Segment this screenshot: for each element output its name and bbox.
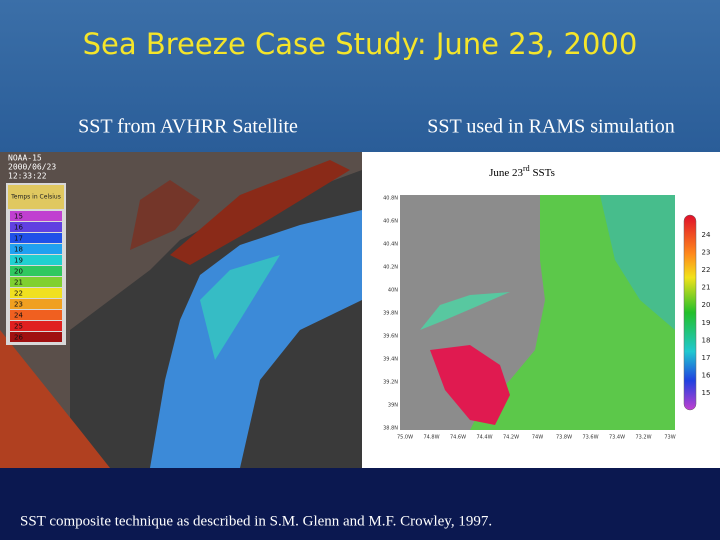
lon-label: 73.2W (635, 435, 651, 441)
slide-title: Sea Breeze Case Study: June 23, 2000 (83, 27, 638, 61)
image-label: 2000/06/23 (8, 163, 56, 172)
lon-label: 73.6W (582, 435, 598, 441)
lat-label: 40.8N (383, 196, 398, 202)
lon-label: 75.0W (397, 435, 413, 441)
legend-swatch (10, 288, 62, 298)
ocean-cool (600, 195, 675, 330)
lon-label: 74.4W (476, 435, 492, 441)
legend-value: 23 (14, 301, 23, 309)
land-red (0, 330, 110, 468)
lat-label: 38.8N (383, 426, 398, 432)
colorbar-label: 20 (702, 301, 711, 309)
image-label: NOAA-15 (8, 154, 42, 163)
lat-label: 40.4N (383, 242, 398, 248)
lat-label: 39N (388, 403, 398, 409)
legend-value: 17 (14, 235, 23, 243)
legend-swatch (10, 222, 62, 232)
legend-swatch (10, 310, 62, 320)
lat-label: 39.6N (383, 334, 398, 340)
satellite-image: 15 16 17 18 19 20 21 22 23 24 25 26 Temps in Celsiu… (0, 152, 362, 468)
legend-swatch (10, 211, 62, 221)
map-title-suffix: SSTs (530, 167, 555, 179)
legend-entries: 15 16 17 18 19 20 21 22 23 24 25 26 (10, 211, 62, 342)
legend-swatch (10, 233, 62, 243)
lon-label: 74.6W (450, 435, 466, 441)
left-caption: SST from AVHRR Satellite (78, 116, 298, 138)
footer-band (0, 468, 720, 540)
land-patch (130, 180, 200, 250)
legend-value: 20 (14, 268, 23, 276)
colorbar-label: 23 (702, 249, 711, 257)
lat-label: 39.4N (383, 357, 398, 363)
lon-label: 74.8W (423, 435, 439, 441)
colorbar-label: 22 (702, 266, 711, 274)
ocean-blue (150, 210, 362, 468)
legend-swatch (10, 244, 62, 254)
legend-value: 19 (14, 257, 23, 265)
legend-swatch (10, 332, 62, 342)
legend-swatch (10, 299, 62, 309)
lat-label: 40N (388, 288, 398, 294)
colorbar-label: 16 (702, 371, 711, 379)
image-label: 12:33:22 (8, 172, 47, 181)
legend-title: Temps in Celsius (10, 194, 61, 201)
colorbar (683, 214, 697, 411)
legend-value: 21 (14, 279, 23, 287)
legend-swatch (10, 266, 62, 276)
colorbar-label: 21 (702, 284, 711, 292)
estuary (420, 292, 510, 330)
legend-swatch (10, 277, 62, 287)
map-title: June 23rd SSTs (489, 164, 555, 179)
legend-value: 18 (14, 246, 23, 254)
footnote: SST composite technique as described in … (20, 513, 492, 529)
lon-label: 73W (664, 435, 675, 441)
lat-label: 40.2N (383, 265, 398, 271)
colorbar-label: 17 (702, 354, 711, 362)
lon-label: 73.8W (556, 435, 572, 441)
bay-warm (430, 345, 510, 425)
lon-label: 73.4W (609, 435, 625, 441)
map-title-sup: rd (523, 164, 530, 173)
colorbar-label: 15 (702, 389, 711, 397)
legend-swatch (10, 321, 62, 331)
map-labels: 40.8N 40.6N 40.4N 40.2N 40N 39.8N 39.6N 39.4N 39… (383, 196, 711, 441)
lat-label: 40.6N (383, 219, 398, 225)
legend-value: 22 (14, 290, 23, 298)
colorbar-label: 19 (702, 319, 711, 327)
ocean-cyan (200, 255, 280, 360)
colorbar-label: 24 (702, 231, 711, 239)
legend-value: 15 (14, 213, 23, 221)
lat-label: 39.2N (383, 380, 398, 386)
legend-value: 24 (14, 312, 23, 320)
legend-value: 26 (14, 334, 23, 342)
right-caption: SST used in RAMS simulation (427, 116, 674, 138)
legend-swatch (10, 255, 62, 265)
legend-title-box (8, 185, 64, 209)
lon-label: 74.2W (503, 435, 519, 441)
model-panel: June 23rd SSTs 40.8N 40.6N 40.4N 40.2N 40N 39… (362, 152, 720, 468)
legend-value: 25 (14, 323, 23, 331)
lat-label: 39.8N (383, 311, 398, 317)
colorbar-label: 18 (702, 336, 711, 344)
legend-value: 16 (14, 224, 23, 232)
long-island (170, 160, 350, 265)
map-title-main: June 23 (489, 167, 523, 179)
lon-label: 74W (532, 435, 543, 441)
